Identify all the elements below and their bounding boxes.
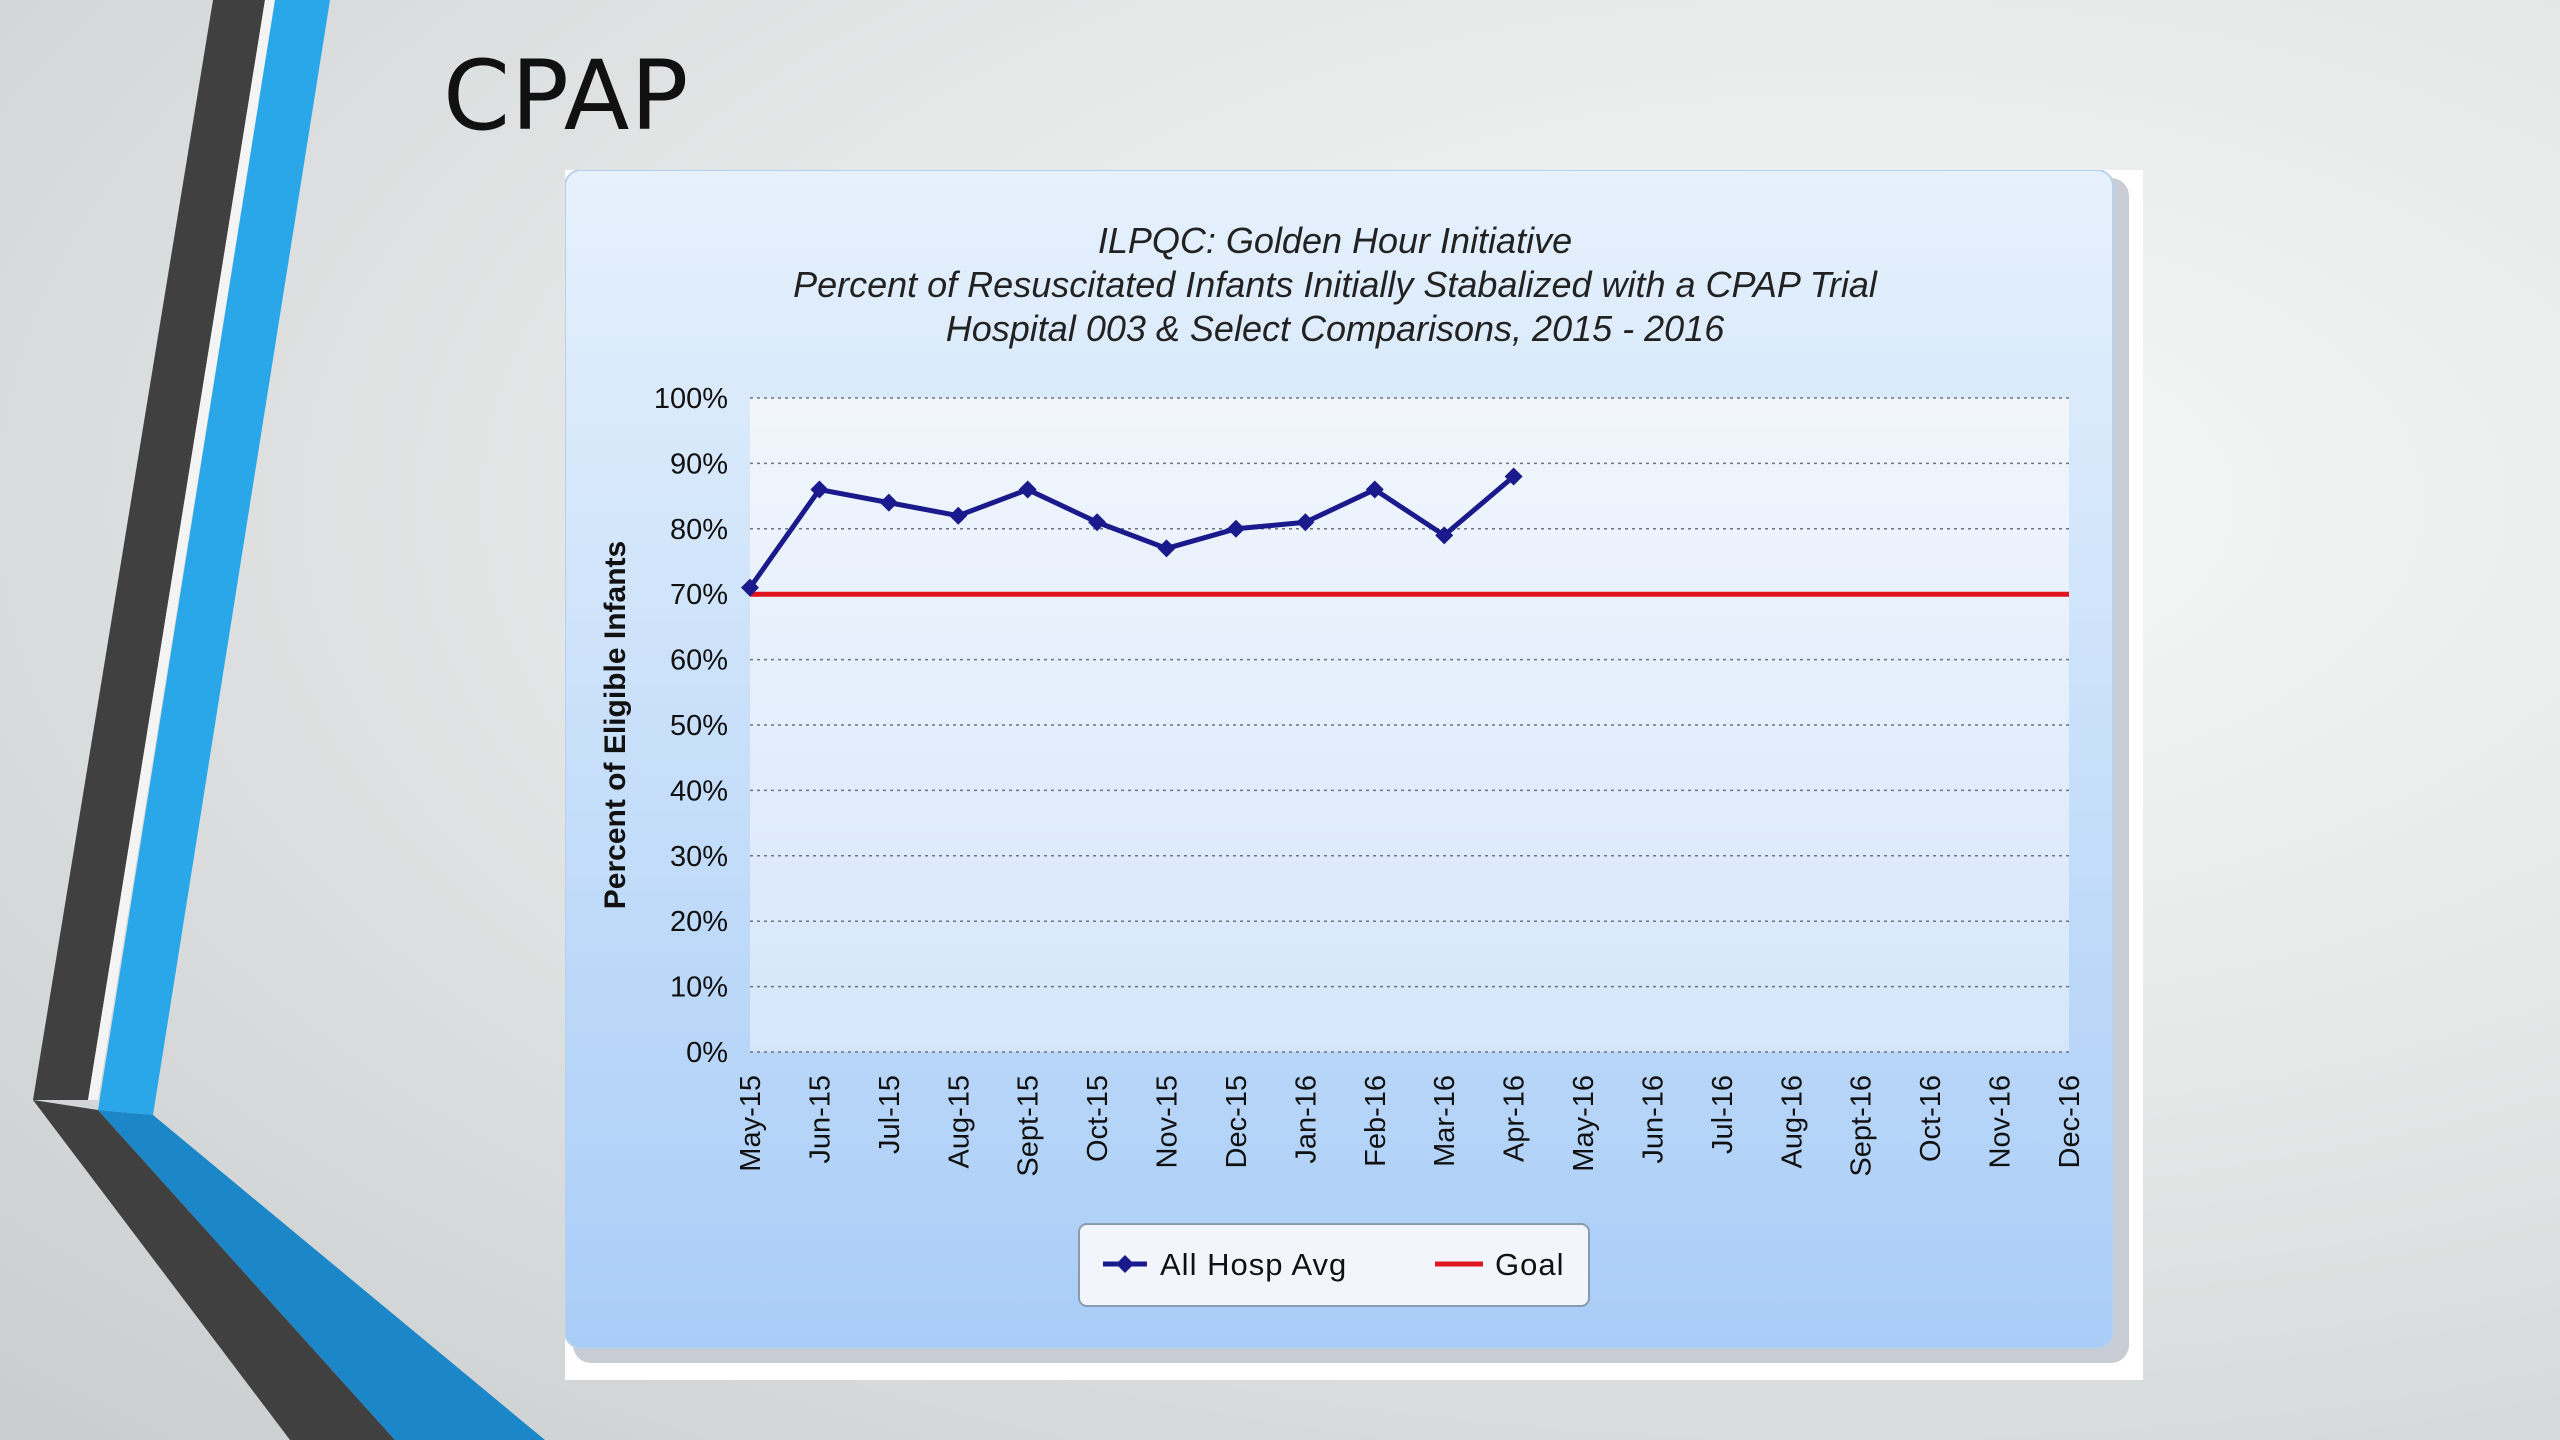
x-tick-label: Aug-15 xyxy=(943,1075,975,1169)
series-line-all-hosp-avg xyxy=(747,474,1516,590)
chart-image: 0% 10% 20% 30% 40% 50% 60% 70% 80% 90% 100% May-15… xyxy=(565,170,2143,1380)
accent-blue-stripe xyxy=(98,0,330,1115)
y-tick-label: 90% xyxy=(670,448,728,480)
accent-white-stripe xyxy=(88,0,275,1100)
data-point xyxy=(1088,513,1107,532)
y-axis-label: Percent of Eligible Infants xyxy=(599,541,632,909)
y-tick-label: 100% xyxy=(654,383,728,415)
y-tick-label: 0% xyxy=(686,1037,728,1069)
legend-goal-label: Goal xyxy=(1495,1247,1564,1282)
y-tick-label: 30% xyxy=(670,841,728,873)
data-point xyxy=(1157,539,1176,558)
chart-subtitle-line-1: Percent of Resuscitated Infants Initiall… xyxy=(793,264,1878,305)
x-tick-label: Feb-16 xyxy=(1360,1075,1392,1167)
x-tick-label: Jan-16 xyxy=(1290,1075,1322,1164)
x-tick-label: Jun-16 xyxy=(1637,1075,1669,1164)
slide-title: CPAP xyxy=(443,40,690,152)
y-tick-label: 40% xyxy=(670,775,728,807)
x-tick-label: Sept-16 xyxy=(1846,1075,1878,1177)
x-tick-label: Mar-16 xyxy=(1429,1075,1461,1167)
accent-dark-wedge xyxy=(33,1100,395,1440)
data-point xyxy=(1365,480,1384,499)
x-tick-label: Nov-16 xyxy=(1985,1075,2017,1169)
x-axis-ticks: May-15 Jun-15 Jul-15 Aug-15 Sept-15 Oct-15 Nov… xyxy=(735,1075,2086,1177)
y-tick-label: 20% xyxy=(670,906,728,938)
x-tick-label: Oct-15 xyxy=(1082,1075,1114,1162)
accent-blue-wedge xyxy=(98,1110,545,1440)
data-point xyxy=(810,480,829,499)
x-tick-label: May-16 xyxy=(1568,1075,1600,1172)
x-tick-label: Oct-16 xyxy=(1915,1075,1947,1162)
data-point xyxy=(1296,513,1315,532)
x-tick-label: May-15 xyxy=(735,1075,767,1172)
x-tick-label: Sept-15 xyxy=(1013,1075,1045,1177)
y-tick-label: 50% xyxy=(670,710,728,742)
legend-series-marker xyxy=(1116,1255,1134,1273)
chart-title: ILPQC: Golden Hour Initiative xyxy=(1098,220,1572,261)
chart-subtitle-line-2: Hospital 003 & Select Comparisons, 2015 … xyxy=(946,308,1725,349)
data-point xyxy=(879,493,898,512)
x-tick-label: Jun-15 xyxy=(804,1075,836,1164)
series-layer xyxy=(741,467,2069,597)
legend: All Hosp Avg Goal xyxy=(1078,1223,1590,1307)
x-tick-label: Nov-15 xyxy=(1152,1075,1184,1169)
chart-svg: 0% 10% 20% 30% 40% 50% 60% 70% 80% 90% 100% May-15… xyxy=(565,170,2129,1363)
legend-series-label: All Hosp Avg xyxy=(1160,1247,1347,1282)
y-tick-label: 70% xyxy=(670,579,728,611)
x-tick-label: Jul-15 xyxy=(874,1075,906,1154)
x-tick-label: Dec-15 xyxy=(1221,1075,1253,1169)
data-point xyxy=(949,506,968,525)
y-axis-ticks: 0% 10% 20% 30% 40% 50% 60% 70% 80% 90% 100% xyxy=(654,383,728,1069)
x-tick-label: Apr-16 xyxy=(1499,1075,1531,1162)
slide-accent-decoration xyxy=(33,0,545,1440)
data-point xyxy=(1435,526,1454,545)
data-point xyxy=(1226,519,1245,538)
legend-box xyxy=(1078,1223,1590,1307)
data-point xyxy=(1018,480,1037,499)
accent-dark-stripe xyxy=(33,0,265,1100)
data-point xyxy=(1504,467,1523,486)
x-tick-label: Dec-16 xyxy=(2054,1075,2086,1169)
y-tick-label: 10% xyxy=(670,972,728,1004)
x-tick-label: Aug-16 xyxy=(1776,1075,1808,1169)
data-point xyxy=(741,578,759,597)
y-tick-label: 80% xyxy=(670,514,728,546)
x-tick-label: Jul-16 xyxy=(1707,1075,1739,1154)
y-tick-label: 60% xyxy=(670,645,728,677)
